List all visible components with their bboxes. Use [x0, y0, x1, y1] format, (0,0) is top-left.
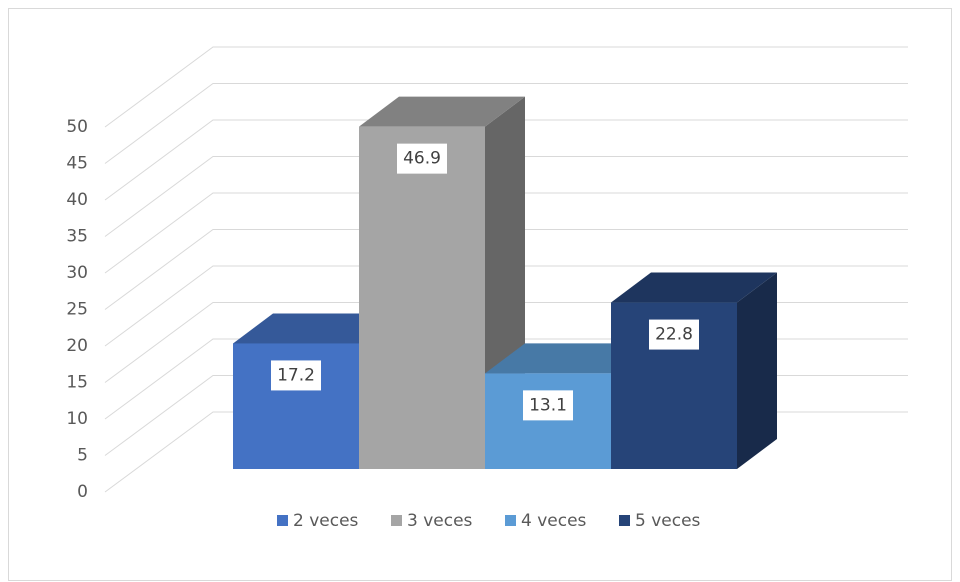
data-label-box	[397, 143, 447, 174]
bar-top	[233, 313, 399, 344]
legend-label: 3 veces	[407, 511, 473, 531]
y-tick-label: 35	[66, 227, 88, 247]
legend-label: 2 veces	[293, 511, 359, 531]
grid-line	[104, 83, 908, 164]
y-tick-label: 40	[66, 190, 88, 210]
data-label-box	[271, 360, 321, 391]
bar-top	[611, 272, 777, 303]
legend-label: 4 veces	[521, 511, 587, 531]
legend-swatch	[277, 515, 288, 526]
grid-line	[104, 192, 908, 274]
y-tick-label: 50	[66, 117, 88, 137]
bar-front	[359, 126, 485, 469]
y-tick-label: 15	[66, 373, 88, 393]
y-tick-label: 25	[66, 300, 88, 320]
y-tick-label: 0	[77, 482, 88, 502]
bar-front	[485, 373, 611, 469]
legend-swatch	[619, 515, 630, 526]
bar-top	[359, 96, 525, 127]
grid-line	[104, 265, 908, 347]
y-tick-label: 10	[66, 409, 88, 429]
data-label-box	[649, 319, 699, 350]
grid-line	[104, 156, 908, 237]
y-tick-label: 20	[66, 336, 88, 356]
data-label: 13.1	[529, 395, 567, 415]
grid-line	[104, 46, 908, 128]
y-tick-label: 45	[66, 154, 88, 174]
legend-label: 5 veces	[635, 511, 701, 531]
legend-swatch	[391, 515, 402, 526]
data-label: 46.9	[403, 149, 441, 169]
legend-swatch	[505, 515, 516, 526]
bar-side	[737, 272, 777, 469]
data-label: 22.8	[655, 325, 693, 345]
data-label-box	[523, 390, 573, 421]
y-tick-label: 5	[77, 446, 88, 466]
bar	[611, 272, 777, 469]
grid-line	[104, 229, 908, 310]
y-tick-label: 30	[66, 263, 88, 283]
grid-line	[104, 119, 908, 201]
data-label: 17.2	[277, 365, 315, 385]
bar-top	[485, 343, 651, 374]
